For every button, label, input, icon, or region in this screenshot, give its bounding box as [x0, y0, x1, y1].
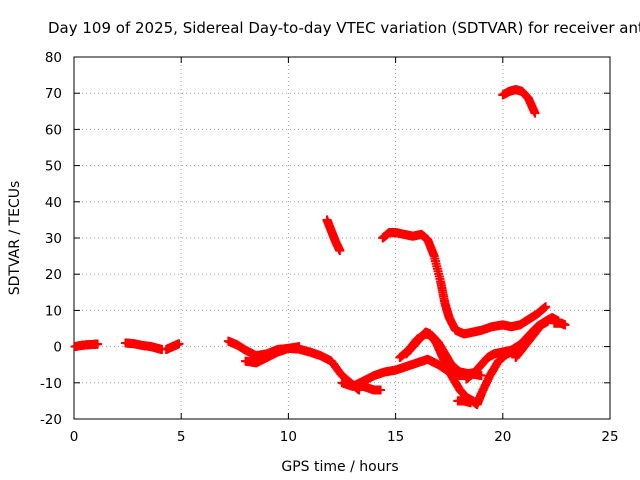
y-tick-label: 10 [45, 303, 62, 319]
y-tick-label: 70 [45, 86, 62, 102]
data-point [466, 398, 476, 408]
x-tick-label: 0 [70, 429, 79, 445]
data-point [294, 342, 304, 352]
data-point [560, 320, 570, 330]
data-points [70, 85, 570, 410]
series-s8 [358, 381, 386, 395]
series-s3 [161, 339, 184, 354]
x-tick-label: 5 [177, 429, 186, 445]
x-tick-label: 25 [601, 429, 618, 445]
x-tick-label: 20 [494, 429, 511, 445]
axis-ticks [73, 56, 611, 420]
grid-lines [74, 57, 610, 419]
chart-title: Day 109 of 2025, Sidereal Day-to-day VTE… [48, 19, 640, 37]
data-point [174, 339, 184, 349]
series-s12 [453, 396, 476, 408]
y-axis-label: SDTVAR / TECUs [7, 181, 23, 296]
y-tick-label: 0 [53, 340, 62, 356]
series-s9 [378, 228, 551, 339]
y-tick-label: 80 [45, 50, 62, 66]
data-point [93, 339, 103, 349]
y-tick-label: -20 [40, 412, 62, 428]
series-s1 [70, 339, 103, 352]
data-point [543, 316, 553, 326]
series-s6 [322, 215, 345, 256]
y-tick-label: -10 [40, 376, 62, 392]
series-s5 [241, 342, 304, 368]
x-tick-label: 15 [387, 429, 404, 445]
y-tick-label: 60 [45, 122, 62, 138]
series-s14 [511, 316, 553, 362]
data-point [530, 108, 540, 118]
tick-labels: 0 5 10 15 20 25 -20 -10 0 10 20 30 40 50 60 70 80 [40, 50, 619, 445]
y-tick-label: 30 [45, 231, 62, 247]
series-s15 [549, 318, 570, 330]
series-s11 [401, 327, 521, 410]
x-tick-label: 10 [280, 429, 297, 445]
data-point [376, 385, 386, 395]
data-point [541, 302, 551, 312]
x-axis-label: GPS time / hours [281, 459, 398, 475]
y-tick-label: 40 [45, 195, 62, 211]
y-tick-label: 50 [45, 159, 62, 175]
series-s2 [120, 338, 167, 354]
data-point [335, 246, 345, 256]
y-tick-label: 20 [45, 267, 62, 283]
series-s16 [498, 85, 540, 118]
